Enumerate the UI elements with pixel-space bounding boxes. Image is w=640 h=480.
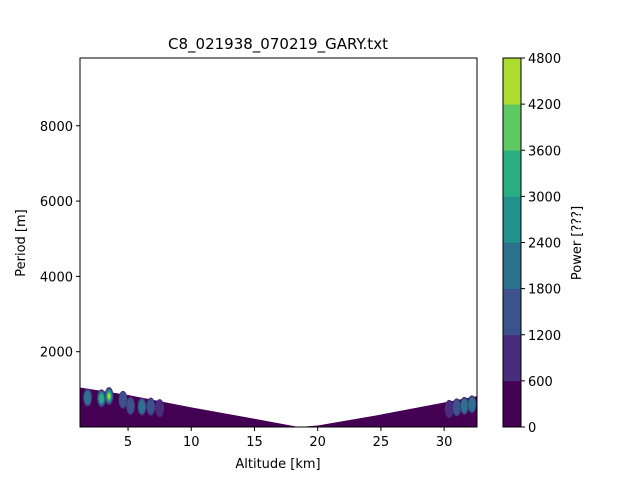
- colorbar-tick-label: 3000: [528, 190, 561, 205]
- colorbar-tick-label: 2400: [528, 237, 561, 252]
- y-tick-label: 8000: [40, 120, 73, 135]
- colorbar-segment: [503, 58, 521, 105]
- colorbar-tick-label: 3600: [528, 144, 561, 159]
- colorbar-tick-label: 0: [528, 421, 536, 436]
- colorbar-segment: [503, 104, 521, 151]
- chart-title: C8_021938_070219_GARY.txt: [168, 35, 388, 54]
- y-tick-label: 2000: [40, 346, 73, 361]
- power-peak-0-level-3: [84, 390, 91, 405]
- colorbar-tick-label: 1200: [528, 329, 561, 344]
- colorbar-segment: [503, 288, 521, 336]
- power-peak-6-level-2: [146, 398, 155, 415]
- x-tick-label: 5: [124, 435, 132, 450]
- colorbar-segment: [503, 242, 521, 290]
- colorbar-segment: [503, 150, 521, 197]
- y-tick-label: 6000: [40, 195, 73, 210]
- power-peak-7-level-1: [155, 399, 165, 418]
- power-peak-4-level-2: [126, 398, 135, 414]
- colorbar-tick-label: 1800: [528, 283, 561, 298]
- power-peak-8-level-1: [444, 399, 454, 418]
- power-region: [80, 387, 477, 427]
- x-axis-ticks: 5 10 15 20 25 30: [124, 427, 452, 450]
- colorbar-segment: [503, 196, 521, 243]
- x-axis-label: Altitude [km]: [235, 457, 320, 472]
- power-peak-1-level-5: [99, 393, 104, 403]
- x-tick-label: 20: [309, 435, 326, 450]
- colorbar: [502, 57, 522, 428]
- y-axis-label: Period [m]: [14, 209, 29, 276]
- plot-area: [80, 387, 477, 427]
- colorbar-segment: [503, 380, 521, 428]
- x-tick-label: 15: [246, 435, 263, 450]
- colorbar-tick-label: 4200: [528, 98, 561, 113]
- power-peak-9-level-2: [452, 399, 461, 416]
- colorbar-tick-label: 600: [528, 375, 553, 390]
- power-peak-2-level-7: [107, 393, 111, 399]
- power-peak-11-level-3: [468, 397, 476, 412]
- power-peak-5-level-3: [138, 399, 146, 414]
- colorbar-tick-label: 4800: [528, 52, 561, 67]
- power-peak-3-level-2: [119, 391, 127, 408]
- colorbar-ticks: 0 600 1200 1800 2400 3000 3600 4200 4800: [521, 52, 561, 436]
- x-tick-label: 30: [436, 435, 453, 450]
- x-tick-label: 25: [373, 435, 390, 450]
- y-tick-label: 4000: [40, 270, 73, 285]
- colorbar-segment: [503, 334, 521, 382]
- plot-frame: [79, 57, 478, 428]
- y-axis-ticks: 2000 4000 6000 8000: [40, 120, 80, 361]
- x-tick-label: 10: [183, 435, 200, 450]
- colorbar-label: Power [???]: [570, 206, 585, 280]
- power-peak-10-level-3: [461, 399, 468, 413]
